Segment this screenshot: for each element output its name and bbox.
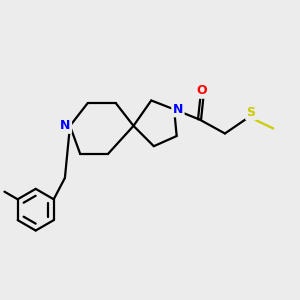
- Text: N: N: [173, 103, 183, 116]
- Text: N: N: [60, 119, 70, 132]
- Text: S: S: [247, 106, 256, 119]
- Text: O: O: [197, 84, 207, 97]
